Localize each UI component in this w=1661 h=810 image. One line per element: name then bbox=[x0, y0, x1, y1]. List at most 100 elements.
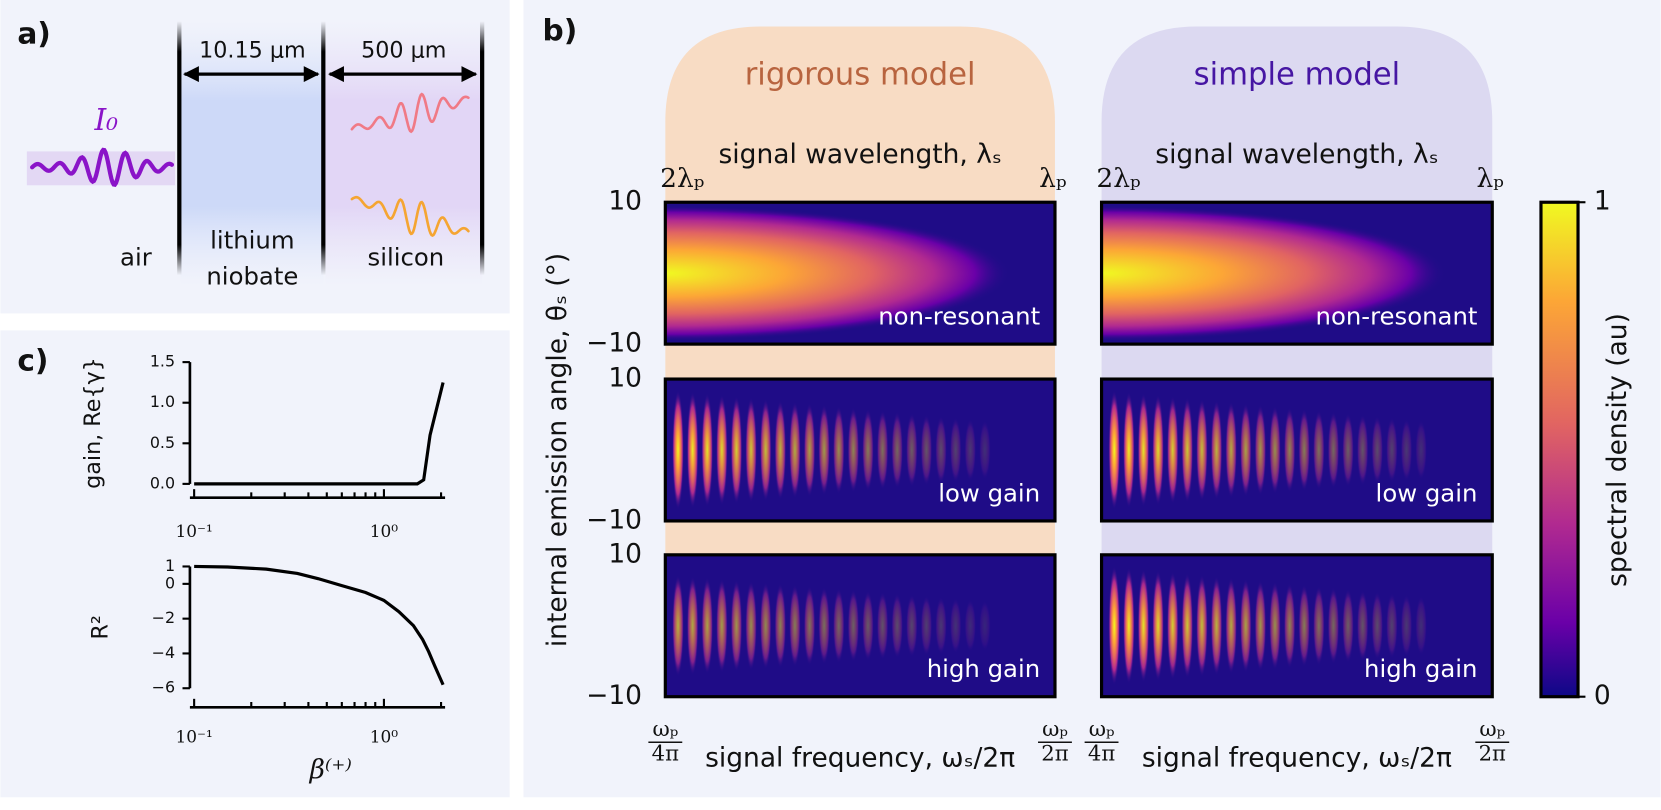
fringe bbox=[1283, 583, 1296, 669]
wave bbox=[30, 147, 175, 187]
interface bbox=[321, 21, 326, 276]
top-axis-label: λₚ bbox=[1476, 163, 1503, 194]
fringe bbox=[1283, 407, 1296, 493]
heatmap-bg bbox=[1101, 554, 1493, 697]
colorbar-tick-label: 0 bbox=[1594, 680, 1611, 711]
spectrum bbox=[665, 205, 1010, 341]
bottom-axis-label: 4π bbox=[652, 740, 679, 765]
fringe bbox=[832, 406, 845, 494]
fringe bbox=[730, 580, 743, 672]
x-tick-label: 10⁰ bbox=[370, 521, 399, 541]
x-axis-title: β⁽⁺⁾ bbox=[309, 754, 352, 785]
fringe bbox=[1196, 574, 1208, 677]
fringe bbox=[1298, 584, 1311, 667]
interface bbox=[177, 21, 182, 276]
heatmap bbox=[1101, 202, 1493, 345]
fringe bbox=[964, 418, 977, 482]
fringe bbox=[1327, 587, 1340, 664]
bottom-axis-label: ωₚ bbox=[1089, 716, 1115, 741]
fringe bbox=[759, 399, 772, 501]
fringe bbox=[686, 392, 699, 508]
fringe bbox=[701, 577, 714, 674]
fringe bbox=[1225, 402, 1237, 498]
y-axis-title: gain, Re{γ} bbox=[80, 357, 106, 489]
fringe bbox=[730, 396, 743, 504]
y-axis-title: internal emission angle, θₛ (°) bbox=[542, 253, 573, 647]
bottom-axis-label: ωₚ bbox=[1479, 716, 1505, 741]
fringe bbox=[1371, 416, 1384, 484]
fringe bbox=[745, 397, 757, 503]
y-tick-label: 10 bbox=[608, 363, 642, 394]
fringe bbox=[847, 589, 860, 662]
fringe bbox=[876, 592, 889, 660]
heatmap-frame bbox=[663, 553, 1057, 699]
y-tick-label: −2 bbox=[152, 608, 175, 627]
thickness-label: 500 μm bbox=[361, 37, 446, 63]
model-title: rigorous model bbox=[745, 58, 976, 93]
spectrum bbox=[1101, 205, 1446, 341]
fringe bbox=[1400, 594, 1413, 657]
fringe bbox=[891, 411, 904, 489]
fringe bbox=[1313, 410, 1325, 490]
fringe bbox=[905, 413, 918, 487]
x-tick-label: 10⁻¹ bbox=[175, 521, 212, 541]
y-tick-label: 0.0 bbox=[150, 473, 175, 492]
heatmap-frame bbox=[1099, 200, 1494, 346]
fringe bbox=[1269, 406, 1281, 494]
fringe bbox=[949, 417, 962, 483]
fringe bbox=[1239, 579, 1252, 673]
fringe bbox=[1254, 580, 1267, 671]
heatmap bbox=[665, 379, 1055, 521]
heatmap-frame bbox=[663, 377, 1057, 523]
row-label: high gain bbox=[1364, 654, 1477, 683]
row-label: non-resonant bbox=[1316, 302, 1478, 331]
fringe bbox=[935, 416, 947, 484]
colorbar-tick-label: 1 bbox=[1594, 186, 1611, 217]
fringe bbox=[1371, 591, 1384, 660]
heatmap bbox=[1101, 554, 1493, 697]
y-tick-label: 10 bbox=[608, 538, 642, 569]
fringe bbox=[935, 596, 947, 655]
colorbar-title: spectral density (au) bbox=[1602, 313, 1633, 587]
top-axis-title: signal wavelength, λₛ bbox=[719, 139, 1002, 170]
colorbar bbox=[1539, 200, 1580, 699]
fringe bbox=[1166, 572, 1179, 680]
top-axis-label: λₚ bbox=[1039, 163, 1066, 194]
heatmap-frame bbox=[1099, 377, 1494, 523]
fringe bbox=[920, 414, 933, 486]
heatmap bbox=[665, 202, 1055, 345]
fringe bbox=[1225, 577, 1237, 674]
fringe bbox=[789, 402, 801, 498]
fringe bbox=[818, 587, 830, 665]
fringe bbox=[1386, 417, 1398, 483]
heatmap bbox=[665, 554, 1055, 697]
x-tick-label: 10⁰ bbox=[370, 727, 399, 747]
fringe bbox=[716, 394, 728, 506]
panel-c-bg bbox=[0, 330, 510, 798]
fringe bbox=[759, 582, 772, 669]
fringe bbox=[1356, 590, 1369, 662]
thickness-label: 10.15 μm bbox=[199, 37, 305, 63]
model-bg bbox=[665, 26, 1055, 697]
region-label: air bbox=[120, 242, 153, 271]
bottom-axis-label: 2π bbox=[1479, 740, 1506, 765]
heatmap-bg bbox=[1101, 379, 1493, 521]
fringe bbox=[847, 407, 860, 493]
silicon-layer bbox=[325, 21, 483, 286]
region-label: lithium bbox=[210, 225, 294, 254]
panel-label: b) bbox=[543, 12, 578, 47]
fringe bbox=[979, 600, 991, 651]
heatmap-frame bbox=[1099, 553, 1494, 699]
fringe bbox=[672, 390, 684, 510]
y-tick-label: 1.5 bbox=[150, 352, 175, 371]
fringe bbox=[1342, 413, 1354, 487]
fringe bbox=[1152, 570, 1164, 681]
y-tick-label: 1 bbox=[165, 556, 175, 575]
panel-label: a) bbox=[17, 15, 51, 50]
bottom-axis-label: ωₚ bbox=[1042, 716, 1068, 741]
fringe bbox=[1210, 400, 1223, 500]
y-tick-label: −6 bbox=[152, 678, 175, 697]
fringe bbox=[672, 575, 684, 677]
fringe bbox=[1123, 392, 1135, 508]
